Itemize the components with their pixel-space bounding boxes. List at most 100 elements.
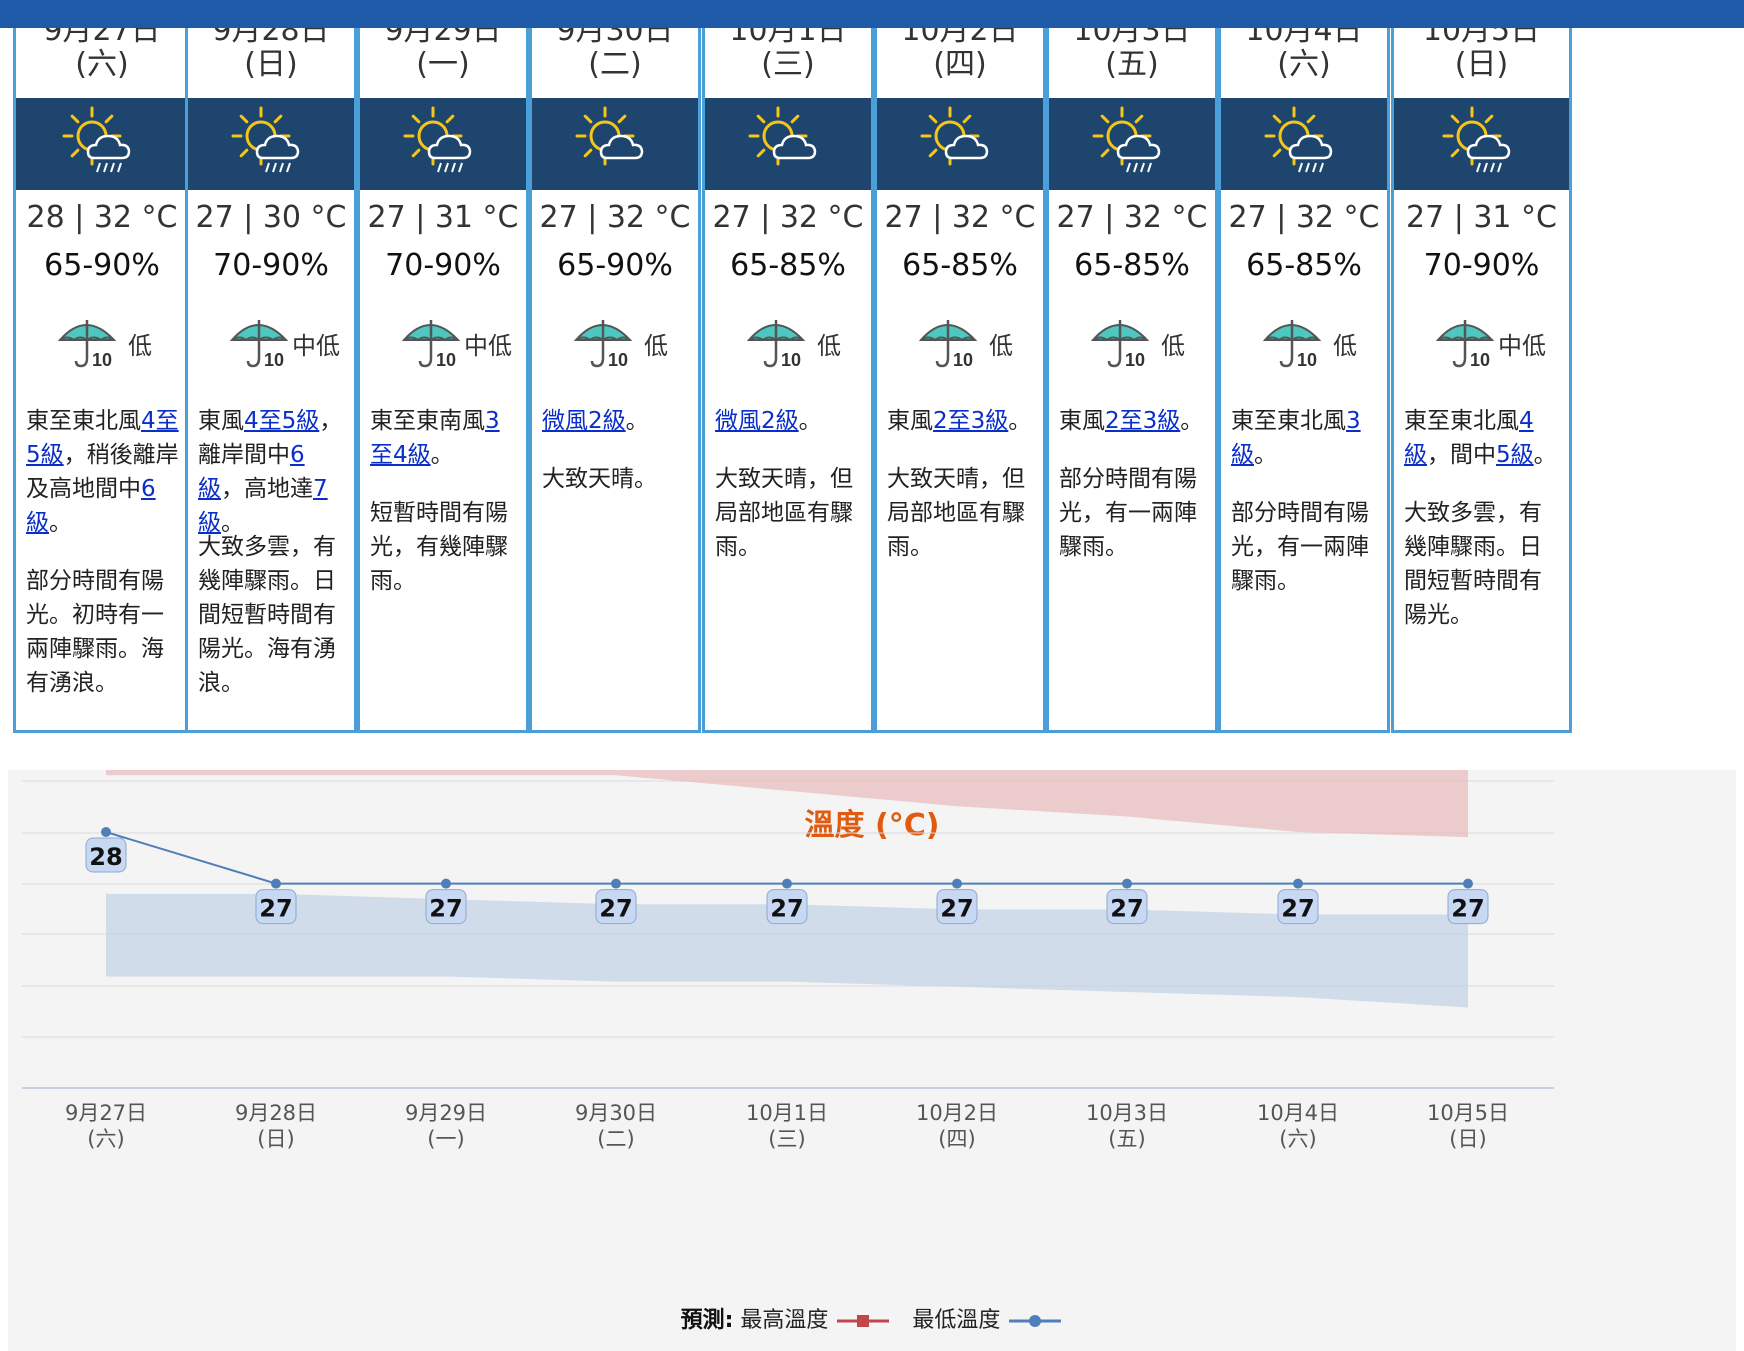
- temperature-chart: 溫度 (°C) 32303132323232323128272727272727…: [8, 770, 1736, 1351]
- rain-probability-level: 低: [1333, 332, 1357, 360]
- rain-probability: 10 低: [1221, 316, 1387, 372]
- low-temp-label: 27: [1281, 895, 1314, 923]
- low-temp-label-bg: [766, 889, 808, 925]
- wind-force-link[interactable]: 7級: [198, 476, 328, 536]
- forecast-date: 9月28日 (日): [188, 28, 354, 96]
- wind-text: 東至東北風: [26, 408, 141, 434]
- wind-text: 東至東北風: [1231, 408, 1346, 434]
- low-temp-label-bg: [425, 889, 467, 925]
- wind-description: 東風2至3級。: [1059, 404, 1209, 438]
- forecast-card: 9月30日 (二) 27 | 32 °C 65-90% 10 低 微風2級。 大…: [529, 28, 701, 733]
- wind-text: 。: [1008, 408, 1032, 434]
- svg-text:10: 10: [92, 350, 112, 370]
- weather-icon-band: [1394, 98, 1569, 190]
- humidity-range: 70-90%: [213, 248, 329, 283]
- temperature-range: 27 | 31 °C: [1405, 200, 1557, 235]
- humidity-range: 65-85%: [1074, 248, 1190, 283]
- wind-force-link[interactable]: 4至5級: [26, 408, 179, 468]
- rain-probability: 10 低: [532, 316, 698, 372]
- temperature-range: 27 | 31 °C: [367, 200, 519, 235]
- legend-prefix: 預測:: [680, 1308, 734, 1333]
- wind-text: ，稍後離岸及高地間中: [26, 442, 179, 502]
- rain-probability: 10 中低: [188, 316, 354, 372]
- humidity-range: 65-90%: [557, 248, 673, 283]
- legend-high-marker: [837, 1315, 890, 1327]
- low-temp-label: 28: [89, 843, 122, 871]
- legend-low-label[interactable]: 最低溫度: [912, 1308, 1001, 1333]
- wind-force-link[interactable]: 2至3級: [933, 408, 1009, 434]
- forecast-card: 10月4日 (六) 27 | 32 °C 65-85% 10 低 東至東北風3級…: [1218, 28, 1390, 733]
- wind-force-link[interactable]: 3至4級: [370, 408, 500, 468]
- wind-description: 東至東北風3級。: [1231, 404, 1381, 472]
- forecast-weekday: (六): [1277, 47, 1331, 82]
- wind-force-link[interactable]: 3級: [1231, 408, 1361, 468]
- forecast-date: 9月29日 (一): [360, 28, 526, 96]
- weather-description: 短暫時間有陽光，有幾陣驟雨。: [370, 500, 508, 594]
- forecast-date-text: 10月1日: [729, 28, 847, 48]
- low-temp-label-bg: [85, 837, 127, 873]
- rain-probability: 10 低: [705, 316, 871, 372]
- low-temp-point: [611, 878, 621, 889]
- x-tick-weekday: (六): [87, 1127, 124, 1151]
- chart-canvas: 3230313232323232312827272727272727279月27…: [22, 770, 1554, 1151]
- low-temp-label: 27: [429, 895, 462, 923]
- humidity-range: 70-90%: [385, 248, 501, 283]
- svg-text:10: 10: [953, 350, 973, 370]
- forecast-weekday: (日): [1454, 47, 1509, 82]
- svg-text:10: 10: [608, 350, 628, 370]
- weather-description: 大致天晴，但局部地區有驟雨。: [887, 466, 1025, 560]
- wind-force-link[interactable]: 微風2級: [715, 408, 799, 434]
- humidity-range: 65-85%: [902, 248, 1018, 283]
- wind-force-link[interactable]: 6級: [26, 476, 156, 536]
- rain-probability: 10 低: [16, 316, 188, 372]
- forecast-card: 9月28日 (日) 27 | 30 °C 70-90% 10 中低 東風4至5級…: [185, 28, 357, 733]
- wind-force-link[interactable]: 4至5級: [244, 408, 320, 434]
- wind-force-link[interactable]: 2至3級: [1105, 408, 1181, 434]
- x-tick-weekday: (四): [938, 1127, 975, 1151]
- wind-description: 東至東北風4至5級，稍後離岸及高地間中6級。: [26, 404, 182, 540]
- temperature-range: 27 | 32 °C: [712, 200, 864, 235]
- rain-probability-level: 中低: [1498, 332, 1546, 360]
- low-temp-label-bg: [1447, 889, 1489, 925]
- humidity-range: 70-90%: [1423, 248, 1540, 283]
- wind-description: 東風4至5級，離岸間中6級，高地達7級。: [198, 404, 348, 540]
- wind-text: 東風: [1059, 408, 1105, 434]
- forecast-date: 10月3日 (五): [1049, 28, 1215, 96]
- svg-text:10: 10: [781, 350, 801, 370]
- rain-probability: 10 低: [1049, 316, 1215, 372]
- legend-high-label[interactable]: 最高溫度: [740, 1308, 829, 1333]
- wind-text: 。: [49, 510, 72, 536]
- weather-icon-band: [1221, 98, 1387, 190]
- svg-text:10: 10: [264, 350, 284, 370]
- rain-probability-level: 低: [644, 332, 668, 360]
- chart-title: 溫度 (°C): [804, 808, 940, 843]
- wind-text: 。: [1180, 408, 1204, 434]
- weather-icon-band: [1049, 98, 1215, 190]
- forecast-date: 9月30日 (二): [532, 28, 698, 96]
- wind-text: ，間中: [1427, 442, 1496, 468]
- rain-probability: 10 中低: [1394, 316, 1569, 372]
- wind-force-link[interactable]: 4級: [1404, 408, 1534, 468]
- x-tick-date: 9月27日: [65, 1101, 147, 1125]
- legend-low-marker: [1009, 1315, 1062, 1327]
- wind-text: ，離岸間中: [198, 408, 343, 468]
- wind-force-link[interactable]: 微風2級: [542, 408, 626, 434]
- forecast-card: 9月27日 (六) 28 | 32 °C 65-90% 10 低 東至東北風4至…: [13, 28, 191, 733]
- forecast-weekday: (五): [1105, 47, 1159, 82]
- low-temp-label: 27: [599, 895, 632, 923]
- forecast-date-text: 10月2日: [901, 28, 1019, 48]
- forecast-date-text: 10月5日: [1422, 28, 1541, 48]
- svg-text:10: 10: [1125, 350, 1145, 370]
- weather-description: 大致多雲，有幾陣驟雨。日間短暫時間有陽光。海有湧浪。: [198, 534, 336, 696]
- forecast-weekday: (三): [761, 47, 815, 82]
- wind-text: 東至東南風: [370, 408, 485, 434]
- wind-force-link[interactable]: 5級: [1496, 442, 1534, 468]
- low-temp-label-bg: [1277, 889, 1319, 925]
- x-tick-date: 10月5日: [1427, 1101, 1509, 1125]
- low-temp-label: 27: [940, 895, 973, 923]
- top-bar: [0, 0, 1744, 28]
- wind-text: ，高地達: [221, 476, 313, 502]
- wind-force-link[interactable]: 6級: [198, 442, 305, 502]
- humidity-range: 65-90%: [44, 248, 160, 283]
- x-tick-weekday: (三): [768, 1127, 805, 1151]
